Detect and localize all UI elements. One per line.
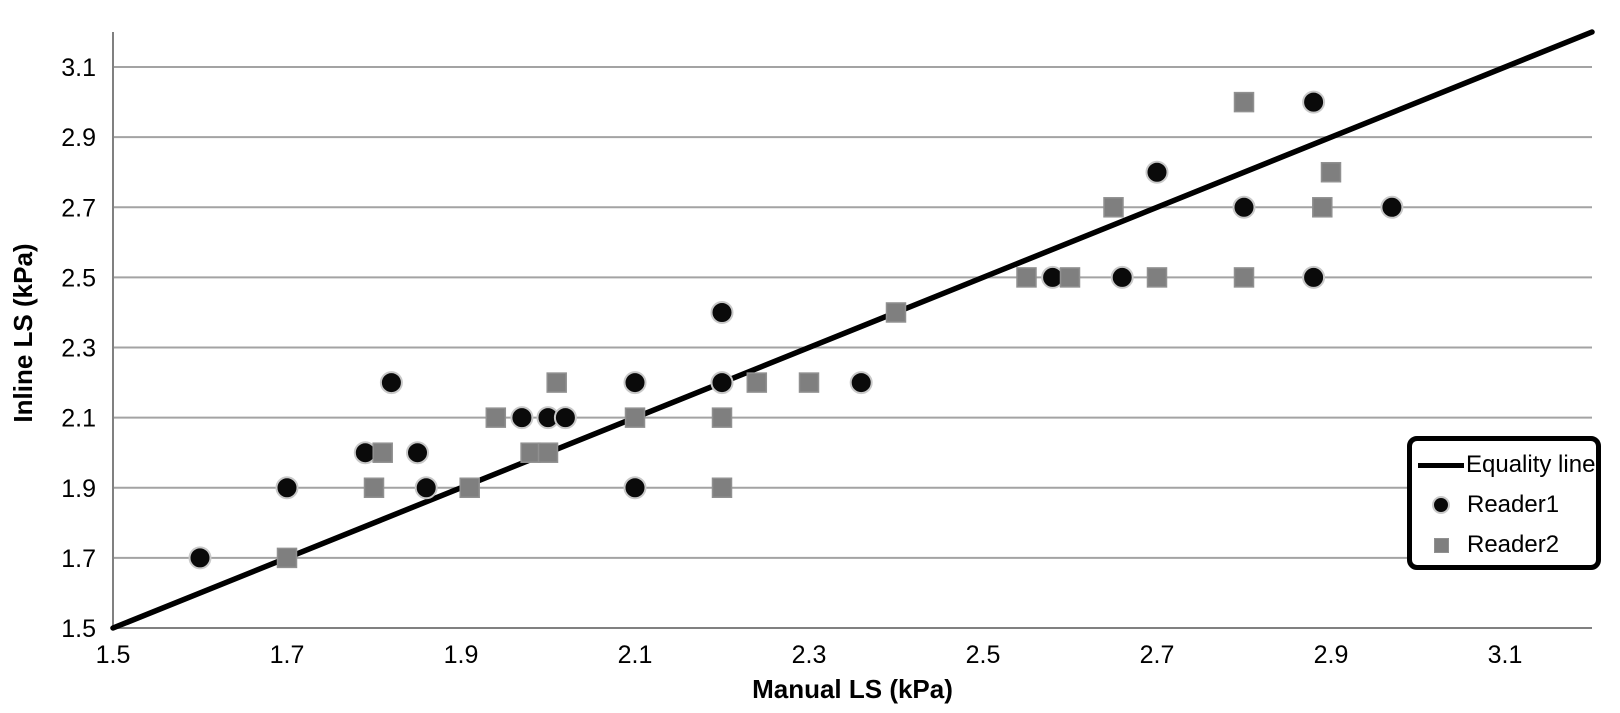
data-point-reader2 xyxy=(1233,91,1255,113)
data-point-reader2 xyxy=(1320,161,1342,183)
y-tick-label: 2.9 xyxy=(61,124,96,152)
x-tick-label: 1.7 xyxy=(270,641,305,669)
data-point-reader2 xyxy=(520,442,541,463)
data-point-reader2 xyxy=(1146,267,1168,288)
data-point-reader1 xyxy=(1232,195,1256,219)
data-point-reader2 xyxy=(711,477,733,499)
y-tick-label: 3.1 xyxy=(61,54,96,82)
data-point-reader1 xyxy=(1110,265,1134,289)
legend: Equality line Reader1 Reader2 xyxy=(1407,436,1601,570)
equality-line-swatch-icon xyxy=(1418,462,1464,468)
data-point-reader1 xyxy=(1302,265,1326,289)
x-tick-label: 2.5 xyxy=(966,641,1001,669)
data-point-reader2 xyxy=(276,547,298,569)
data-point-reader1 xyxy=(849,371,873,395)
x-tick-label: 2.3 xyxy=(792,641,827,669)
data-point-reader1 xyxy=(510,406,534,430)
data-point-reader1 xyxy=(1302,90,1326,114)
y-axis-title: Inline LS (kPa) xyxy=(8,243,38,423)
legend-label-reader2: Reader2 xyxy=(1467,531,1560,558)
legend-item-reader1: Reader1 xyxy=(1418,485,1596,525)
data-point-reader1 xyxy=(623,371,647,395)
x-tick-label: 2.1 xyxy=(618,641,653,669)
y-tick-label: 2.7 xyxy=(61,194,96,222)
y-tick-label: 1.9 xyxy=(61,475,96,503)
data-point-reader2 xyxy=(537,442,559,463)
y-tick-label: 2.1 xyxy=(61,405,96,433)
data-point-reader2 xyxy=(1016,267,1037,288)
data-point-reader2 xyxy=(546,372,567,393)
x-tick-label: 1.5 xyxy=(96,641,131,669)
data-point-reader1 xyxy=(1380,195,1404,219)
equality-line xyxy=(110,29,1595,631)
data-point-reader2 xyxy=(1103,197,1124,218)
data-point-reader1 xyxy=(710,300,734,324)
x-axis-title: Manual LS (kPa) xyxy=(752,674,953,704)
data-point-reader2 xyxy=(746,372,768,393)
legend-item-equality-line: Equality line xyxy=(1418,445,1596,485)
data-point-reader2 xyxy=(885,302,907,323)
data-point-reader1 xyxy=(188,546,212,570)
data-point-reader2 xyxy=(1233,267,1255,288)
data-point-reader2 xyxy=(711,407,733,428)
data-point-reader1 xyxy=(379,371,403,395)
data-point-reader2 xyxy=(624,407,646,428)
data-point-reader2 xyxy=(798,372,820,393)
data-point-reader1 xyxy=(553,406,577,430)
data-point-reader1 xyxy=(414,476,438,500)
y-tick-label: 1.5 xyxy=(61,615,96,643)
data-point-reader2 xyxy=(485,407,507,428)
legend-label-equality-line: Equality line xyxy=(1466,451,1596,478)
data-point-reader2 xyxy=(372,442,393,463)
legend-item-reader2: Reader2 xyxy=(1418,525,1596,565)
y-tick-label: 1.7 xyxy=(61,545,96,573)
legend-label-reader1: Reader1 xyxy=(1467,491,1560,518)
data-point-reader2 xyxy=(363,477,385,499)
x-tick-label: 1.9 xyxy=(444,641,479,669)
y-tick-label: 2.5 xyxy=(61,264,96,292)
data-point-reader2 xyxy=(459,477,480,499)
x-tick-label: 2.9 xyxy=(1314,641,1349,669)
data-point-reader1 xyxy=(406,441,429,465)
reader2-square-swatch-icon xyxy=(1434,537,1449,553)
data-point-reader1 xyxy=(275,476,299,500)
x-tick-label: 3.1 xyxy=(1488,641,1523,669)
x-tick-label: 2.7 xyxy=(1140,641,1175,669)
data-point-reader2 xyxy=(1312,197,1333,218)
data-point-reader2 xyxy=(1059,267,1081,288)
y-tick-label: 2.3 xyxy=(61,335,96,363)
reader1-circle-swatch-icon xyxy=(1434,498,1448,512)
data-point-reader1 xyxy=(710,371,734,395)
data-point-reader1 xyxy=(623,476,647,500)
data-point-reader1 xyxy=(1145,160,1169,184)
